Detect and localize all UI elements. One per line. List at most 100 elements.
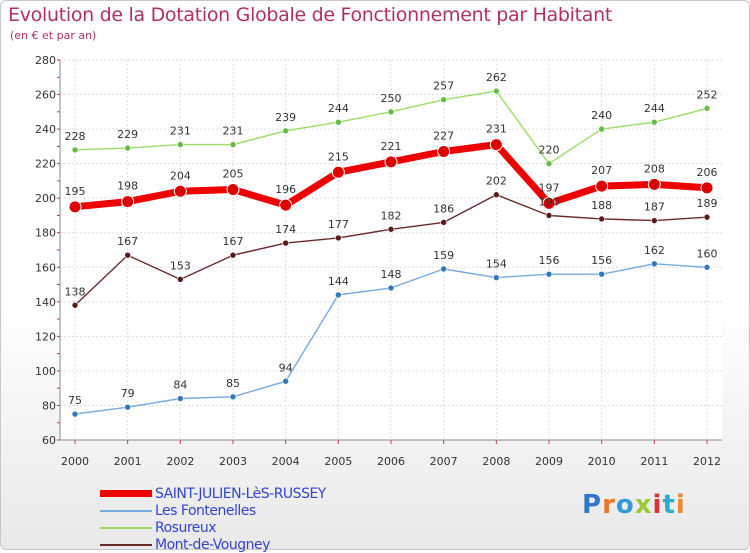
data-label-mont-de-vougney: 189 — [697, 197, 718, 210]
x-tick-label: 2011 — [640, 455, 668, 468]
data-point-saint-julien-l-s-russey — [489, 138, 503, 152]
chart-subtitle: (en € et par an) — [10, 29, 97, 42]
data-label-saint-julien-l-s-russey: 204 — [170, 169, 191, 182]
data-point-saint-julien-l-s-russey — [121, 195, 135, 209]
legend-item-mont-de-vougney: Mont-de-Vougney — [100, 536, 326, 553]
data-point-saint-julien-l-s-russey — [542, 196, 556, 210]
data-label-saint-julien-l-s-russey: 198 — [117, 180, 138, 193]
y-tick-label: 260 — [35, 89, 56, 102]
data-point-rosureux — [177, 141, 184, 148]
data-point-rosureux — [335, 118, 342, 126]
chart-title: Evolution de la Dotation Globale de Fonc… — [8, 4, 613, 26]
y-tick-label: 140 — [35, 296, 56, 309]
data-point-mont-de-vougney — [387, 225, 395, 233]
data-point-saint-julien-l-s-russey — [647, 177, 661, 191]
label-layer: 228 229 231 231 239 244 250 257 262 220 240 244 252 7… — [65, 71, 718, 407]
data-point-rosureux — [440, 96, 447, 104]
data-point-rosureux — [71, 146, 79, 154]
series-layer — [68, 87, 714, 418]
data-label-les-fontenelles: 160 — [697, 247, 718, 260]
x-tick-label: 2009 — [535, 455, 563, 468]
data-label-saint-julien-l-s-russey: 227 — [433, 130, 454, 143]
data-point-les-fontenelles — [335, 291, 342, 299]
x-tick-label: 2004 — [272, 455, 300, 468]
data-point-les-fontenelles — [71, 410, 79, 418]
x-tick-label: 2003 — [219, 455, 247, 468]
y-tick-label: 200 — [35, 192, 56, 205]
data-label-mont-de-vougney: 188 — [591, 199, 612, 212]
x-tick-label: 2008 — [482, 455, 510, 468]
data-label-rosureux: 244 — [644, 102, 665, 115]
data-point-saint-julien-l-s-russey — [384, 155, 398, 169]
data-label-les-fontenelles: 94 — [279, 361, 293, 374]
y-tick-label: 160 — [35, 261, 56, 274]
data-point-saint-julien-l-s-russey — [68, 200, 82, 214]
x-tick-label: 2001 — [114, 455, 142, 468]
data-point-les-fontenelles — [598, 270, 605, 278]
data-point-mont-de-vougney — [493, 191, 500, 199]
data-label-mont-de-vougney: 187 — [644, 201, 665, 214]
proxiti-logo[interactable]: Proxiti — [582, 490, 686, 520]
logo-text: Proxiti — [582, 490, 686, 520]
data-label-mont-de-vougney: 167 — [117, 235, 138, 248]
data-label-rosureux: 262 — [486, 71, 507, 84]
y-tick-label: 280 — [35, 54, 56, 67]
data-point-mont-de-vougney — [124, 251, 131, 259]
data-point-mont-de-vougney — [335, 234, 342, 242]
data-label-rosureux: 252 — [697, 88, 718, 101]
data-label-les-fontenelles: 162 — [644, 244, 665, 257]
data-point-mont-de-vougney — [177, 276, 184, 283]
logo-letter: o — [615, 490, 635, 520]
data-point-rosureux — [229, 141, 237, 148]
logo-letter: i — [652, 490, 663, 520]
data-point-rosureux — [493, 87, 500, 95]
data-label-mont-de-vougney: 202 — [486, 175, 507, 188]
data-point-les-fontenelles — [229, 393, 237, 401]
data-label-rosureux: 220 — [539, 144, 560, 157]
data-point-les-fontenelles — [703, 263, 711, 271]
y-tick-label: 180 — [35, 227, 56, 240]
legend-label: Les Fontenelles — [155, 502, 256, 519]
data-point-saint-julien-l-s-russey — [595, 179, 609, 193]
data-label-les-fontenelles: 75 — [68, 394, 82, 407]
data-point-saint-julien-l-s-russey — [700, 181, 714, 195]
data-label-les-fontenelles: 156 — [591, 254, 612, 267]
data-point-rosureux — [598, 125, 605, 133]
data-point-saint-julien-l-s-russey — [226, 183, 240, 197]
data-label-saint-julien-l-s-russey: 231 — [486, 123, 507, 136]
logo-letter: r — [602, 490, 616, 520]
legend: SAINT-JULIEN-LèS-RUSSEY Les Fontenelles Ro… — [100, 485, 326, 553]
data-point-mont-de-vougney — [282, 239, 289, 247]
data-point-les-fontenelles — [545, 270, 553, 278]
legend-label: Mont-de-Vougney — [155, 536, 270, 553]
data-label-rosureux: 244 — [328, 102, 349, 115]
data-label-rosureux: 250 — [381, 92, 402, 105]
data-point-mont-de-vougney — [229, 251, 237, 259]
data-point-rosureux — [703, 105, 711, 112]
logo-letter: i — [675, 490, 686, 520]
data-point-mont-de-vougney — [703, 213, 711, 221]
legend-swatch — [100, 526, 152, 529]
legend-swatch — [100, 509, 152, 512]
data-label-rosureux: 228 — [65, 130, 86, 143]
data-point-rosureux — [545, 160, 553, 167]
data-label-les-fontenelles: 85 — [226, 377, 240, 390]
legend-item-les-fontenelles: Les Fontenelles — [100, 502, 326, 519]
data-label-rosureux: 239 — [275, 111, 296, 124]
logo-letter: P — [582, 490, 603, 520]
data-label-mont-de-vougney: 138 — [65, 285, 86, 298]
data-label-les-fontenelles: 156 — [539, 254, 560, 267]
data-point-les-fontenelles — [282, 377, 289, 385]
data-point-rosureux — [124, 144, 131, 152]
y-tick-label: 220 — [35, 158, 56, 171]
data-label-saint-julien-l-s-russey: 195 — [65, 185, 86, 198]
data-point-saint-julien-l-s-russey — [437, 145, 451, 159]
data-point-saint-julien-l-s-russey — [173, 184, 187, 198]
x-tick-label: 2005 — [324, 455, 352, 468]
data-label-les-fontenelles: 159 — [433, 249, 454, 262]
data-label-mont-de-vougney: 190 — [539, 195, 560, 208]
legend-swatch — [100, 543, 152, 546]
data-point-les-fontenelles — [124, 403, 131, 411]
legend-label: SAINT-JULIEN-LèS-RUSSEY — [155, 485, 326, 502]
